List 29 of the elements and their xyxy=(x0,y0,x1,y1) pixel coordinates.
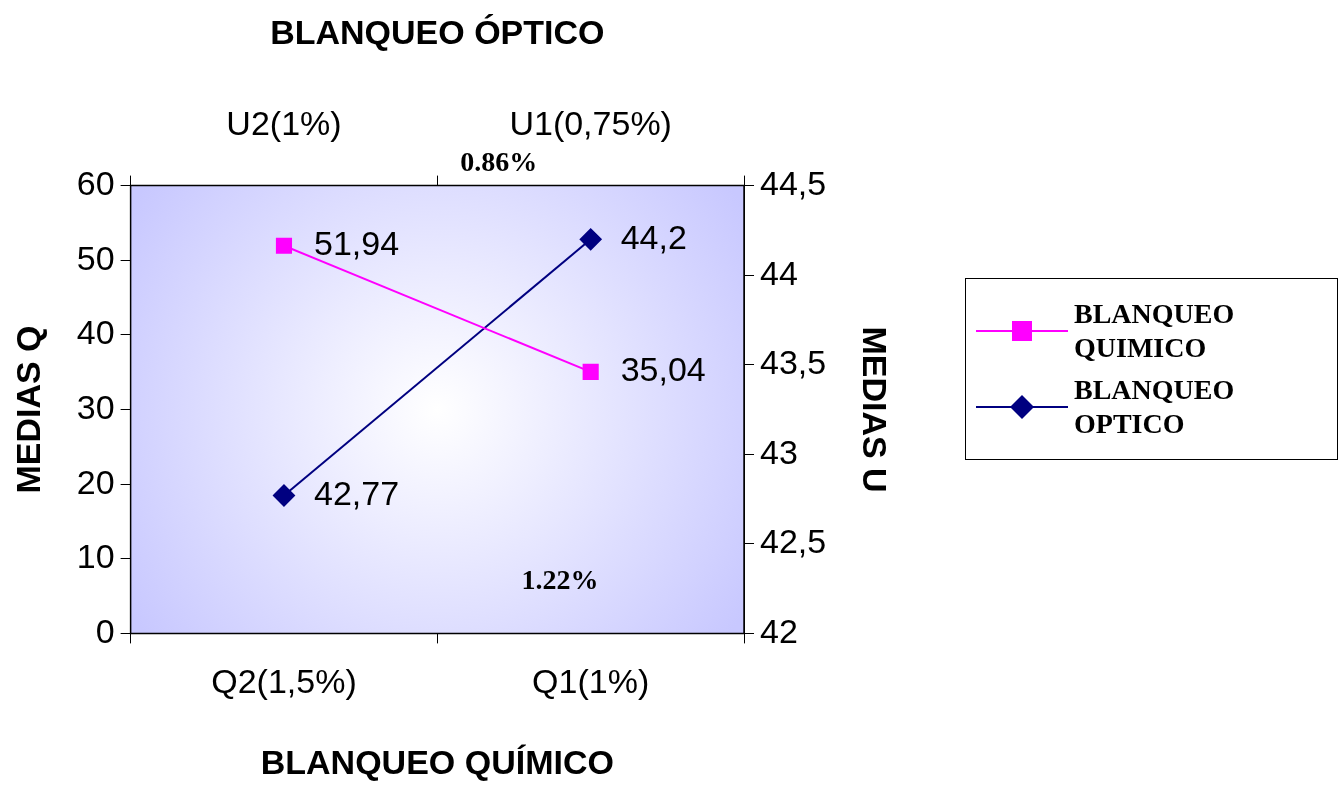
y2-axis-title: MEDIAS U xyxy=(856,326,895,493)
text: U1(0,75%) xyxy=(509,103,672,142)
data-label: 42,77 xyxy=(313,473,400,512)
text: U2(1%) xyxy=(226,103,342,142)
x2-axis-title: BLANQUEO ÓPTICO xyxy=(270,12,605,51)
y-tick-label: 20 xyxy=(76,462,115,501)
y2-tick-label: 42 xyxy=(760,611,798,650)
x-axis-title: BLANQUEO QUÍMICO xyxy=(260,742,614,781)
annotation: 1.22% xyxy=(521,563,599,595)
y2-tick-label: 43 xyxy=(760,432,798,471)
y-tick-label: 10 xyxy=(76,537,115,576)
y-axis-title: MEDIAS Q xyxy=(8,325,47,494)
y-tick-label: 30 xyxy=(76,387,115,426)
y2-tick-label: 44,5 xyxy=(760,163,827,202)
y-tick-label: 50 xyxy=(76,238,115,277)
text: 0.86% xyxy=(460,145,538,177)
data-label: 51,94 xyxy=(313,224,400,263)
y2-tick-label: 43,5 xyxy=(760,343,827,382)
data-label: 35,04 xyxy=(620,350,706,389)
y-tick-label: 60 xyxy=(76,163,115,202)
x-tick-label: Q1(1%) xyxy=(532,662,650,701)
y2-tick-label: 44 xyxy=(760,253,798,292)
x-tick-label: Q2(1,5%) xyxy=(211,662,357,701)
legend-label: BLANQUEO OPTICO xyxy=(1074,373,1236,441)
legend-label: BLANQUEO QUIMICO xyxy=(1074,297,1236,365)
y2-tick-label: 42,5 xyxy=(760,522,827,561)
y-tick-label: 0 xyxy=(95,611,115,650)
y-tick-label: 40 xyxy=(76,313,115,352)
data-label: 44,2 xyxy=(620,217,687,256)
